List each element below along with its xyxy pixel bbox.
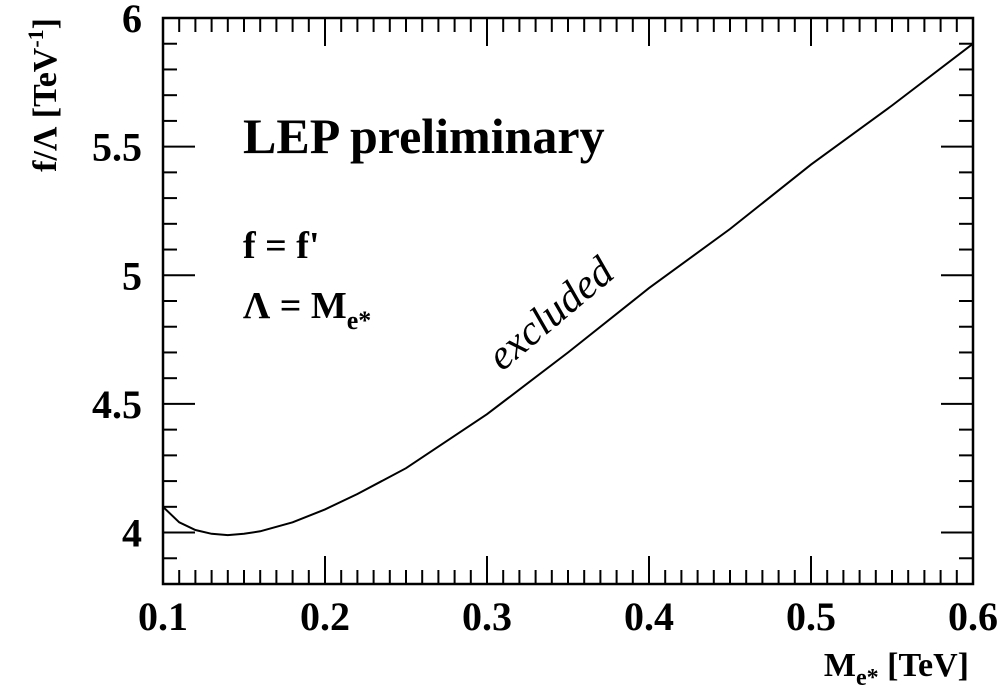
x-tick-label: 0.1 — [138, 594, 188, 639]
y-axis-label-sup: -1 — [23, 29, 48, 47]
y-tick-label: 5 — [122, 253, 142, 298]
y-axis-label: f/Λ [TeV-1] — [23, 18, 64, 172]
y-tick-label: 6 — [122, 0, 142, 41]
annotation-lambda-sub: e* — [347, 306, 372, 335]
x-axis-label-sub: e* — [856, 665, 879, 691]
x-axis-label-unit: [TeV] — [879, 647, 969, 684]
x-axis-label-main: M — [824, 647, 856, 684]
chart-title: LEP preliminary — [243, 108, 605, 164]
x-tick-label: 0.5 — [786, 594, 836, 639]
x-tick-label: 0.6 — [948, 594, 998, 639]
excluded-region-label: excluded — [479, 248, 624, 380]
y-tick-label: 5.5 — [92, 125, 142, 170]
x-axis-label: Me* [TeV] — [824, 647, 969, 691]
y-axis-label-main: f/Λ [TeV — [27, 47, 64, 172]
annotation-lambda-equals-mass: Λ = Me* — [243, 285, 371, 335]
x-tick-label: 0.3 — [462, 594, 512, 639]
tick-labels: 0.1 0.2 0.3 0.4 0.5 0.6 4 4.5 5 5.5 6 — [92, 0, 998, 639]
x-tick-label: 0.4 — [624, 594, 674, 639]
x-tick-label: 0.2 — [300, 594, 350, 639]
annotation-f-equals-fprime: f = f' — [243, 225, 320, 267]
y-tick-label: 4.5 — [92, 382, 142, 427]
y-axis-label-close: ] — [27, 18, 64, 29]
tick-marks — [162, 17, 974, 585]
exclusion-curve — [162, 42, 974, 537]
plot-frame — [161, 16, 975, 586]
y-tick-label: 4 — [122, 511, 142, 556]
annotation-lambda-main: Λ = M — [243, 285, 347, 327]
